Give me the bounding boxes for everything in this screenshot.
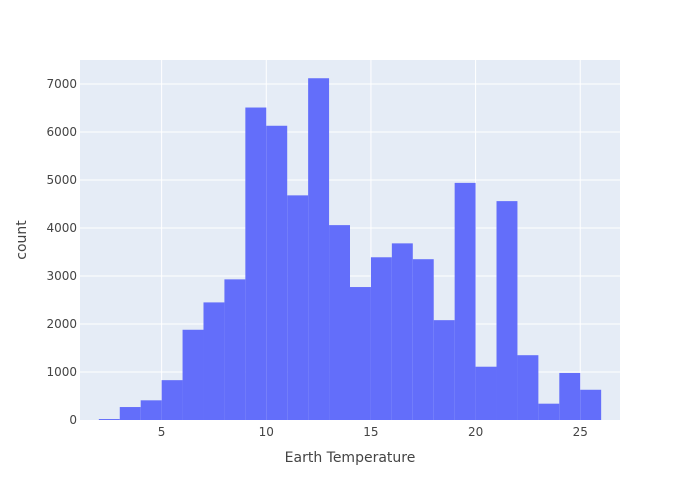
histogram-bar	[496, 201, 518, 420]
histogram-bar	[538, 403, 560, 420]
bars	[98, 78, 602, 421]
histogram-bar	[370, 257, 392, 420]
histogram-bar	[391, 243, 413, 420]
histogram-bar	[412, 259, 434, 420]
histogram-bar	[182, 329, 204, 420]
histogram-bar	[224, 279, 246, 420]
histogram-bar	[475, 366, 497, 420]
y-tick-label: 4000	[46, 221, 77, 235]
y-tick-label: 2000	[46, 317, 77, 331]
histogram-bar	[433, 320, 455, 420]
y-axis-title: count	[14, 220, 30, 260]
histogram-bar	[266, 125, 288, 420]
histogram-bar	[203, 302, 225, 420]
y-tick-label: 3000	[46, 269, 77, 283]
x-tick-label: 20	[468, 425, 483, 439]
y-tick-label: 7000	[46, 77, 77, 91]
x-tick-label: 10	[259, 425, 274, 439]
histogram-bar	[454, 182, 476, 420]
histogram-bar	[98, 419, 120, 420]
y-tick-label: 1000	[46, 365, 77, 379]
histogram-bar	[287, 195, 309, 420]
histogram-bar	[308, 78, 330, 421]
histogram-bar	[161, 380, 183, 420]
x-tick-label: 15	[363, 425, 378, 439]
x-tick-label: 5	[158, 425, 166, 439]
histogram-bar	[559, 372, 581, 420]
x-axis-ticks: 5 10 15 20 25	[158, 425, 588, 439]
histogram-bar	[350, 287, 371, 420]
y-tick-label: 5000	[46, 173, 77, 187]
histogram-bar	[245, 107, 267, 421]
histogram-bar	[140, 400, 162, 420]
histogram-bar	[580, 389, 602, 420]
x-tick-label: 25	[573, 425, 588, 439]
y-tick-label: 6000	[46, 125, 77, 139]
histogram-bar	[329, 225, 350, 420]
histogram-bar	[517, 355, 539, 420]
y-tick-label: 0	[69, 413, 77, 427]
histogram-bar	[119, 407, 141, 420]
y-axis-ticks: 0 1000 2000 3000 4000 5000 6000 7000	[46, 77, 77, 427]
x-axis-title: Earth Temperature	[285, 450, 416, 466]
